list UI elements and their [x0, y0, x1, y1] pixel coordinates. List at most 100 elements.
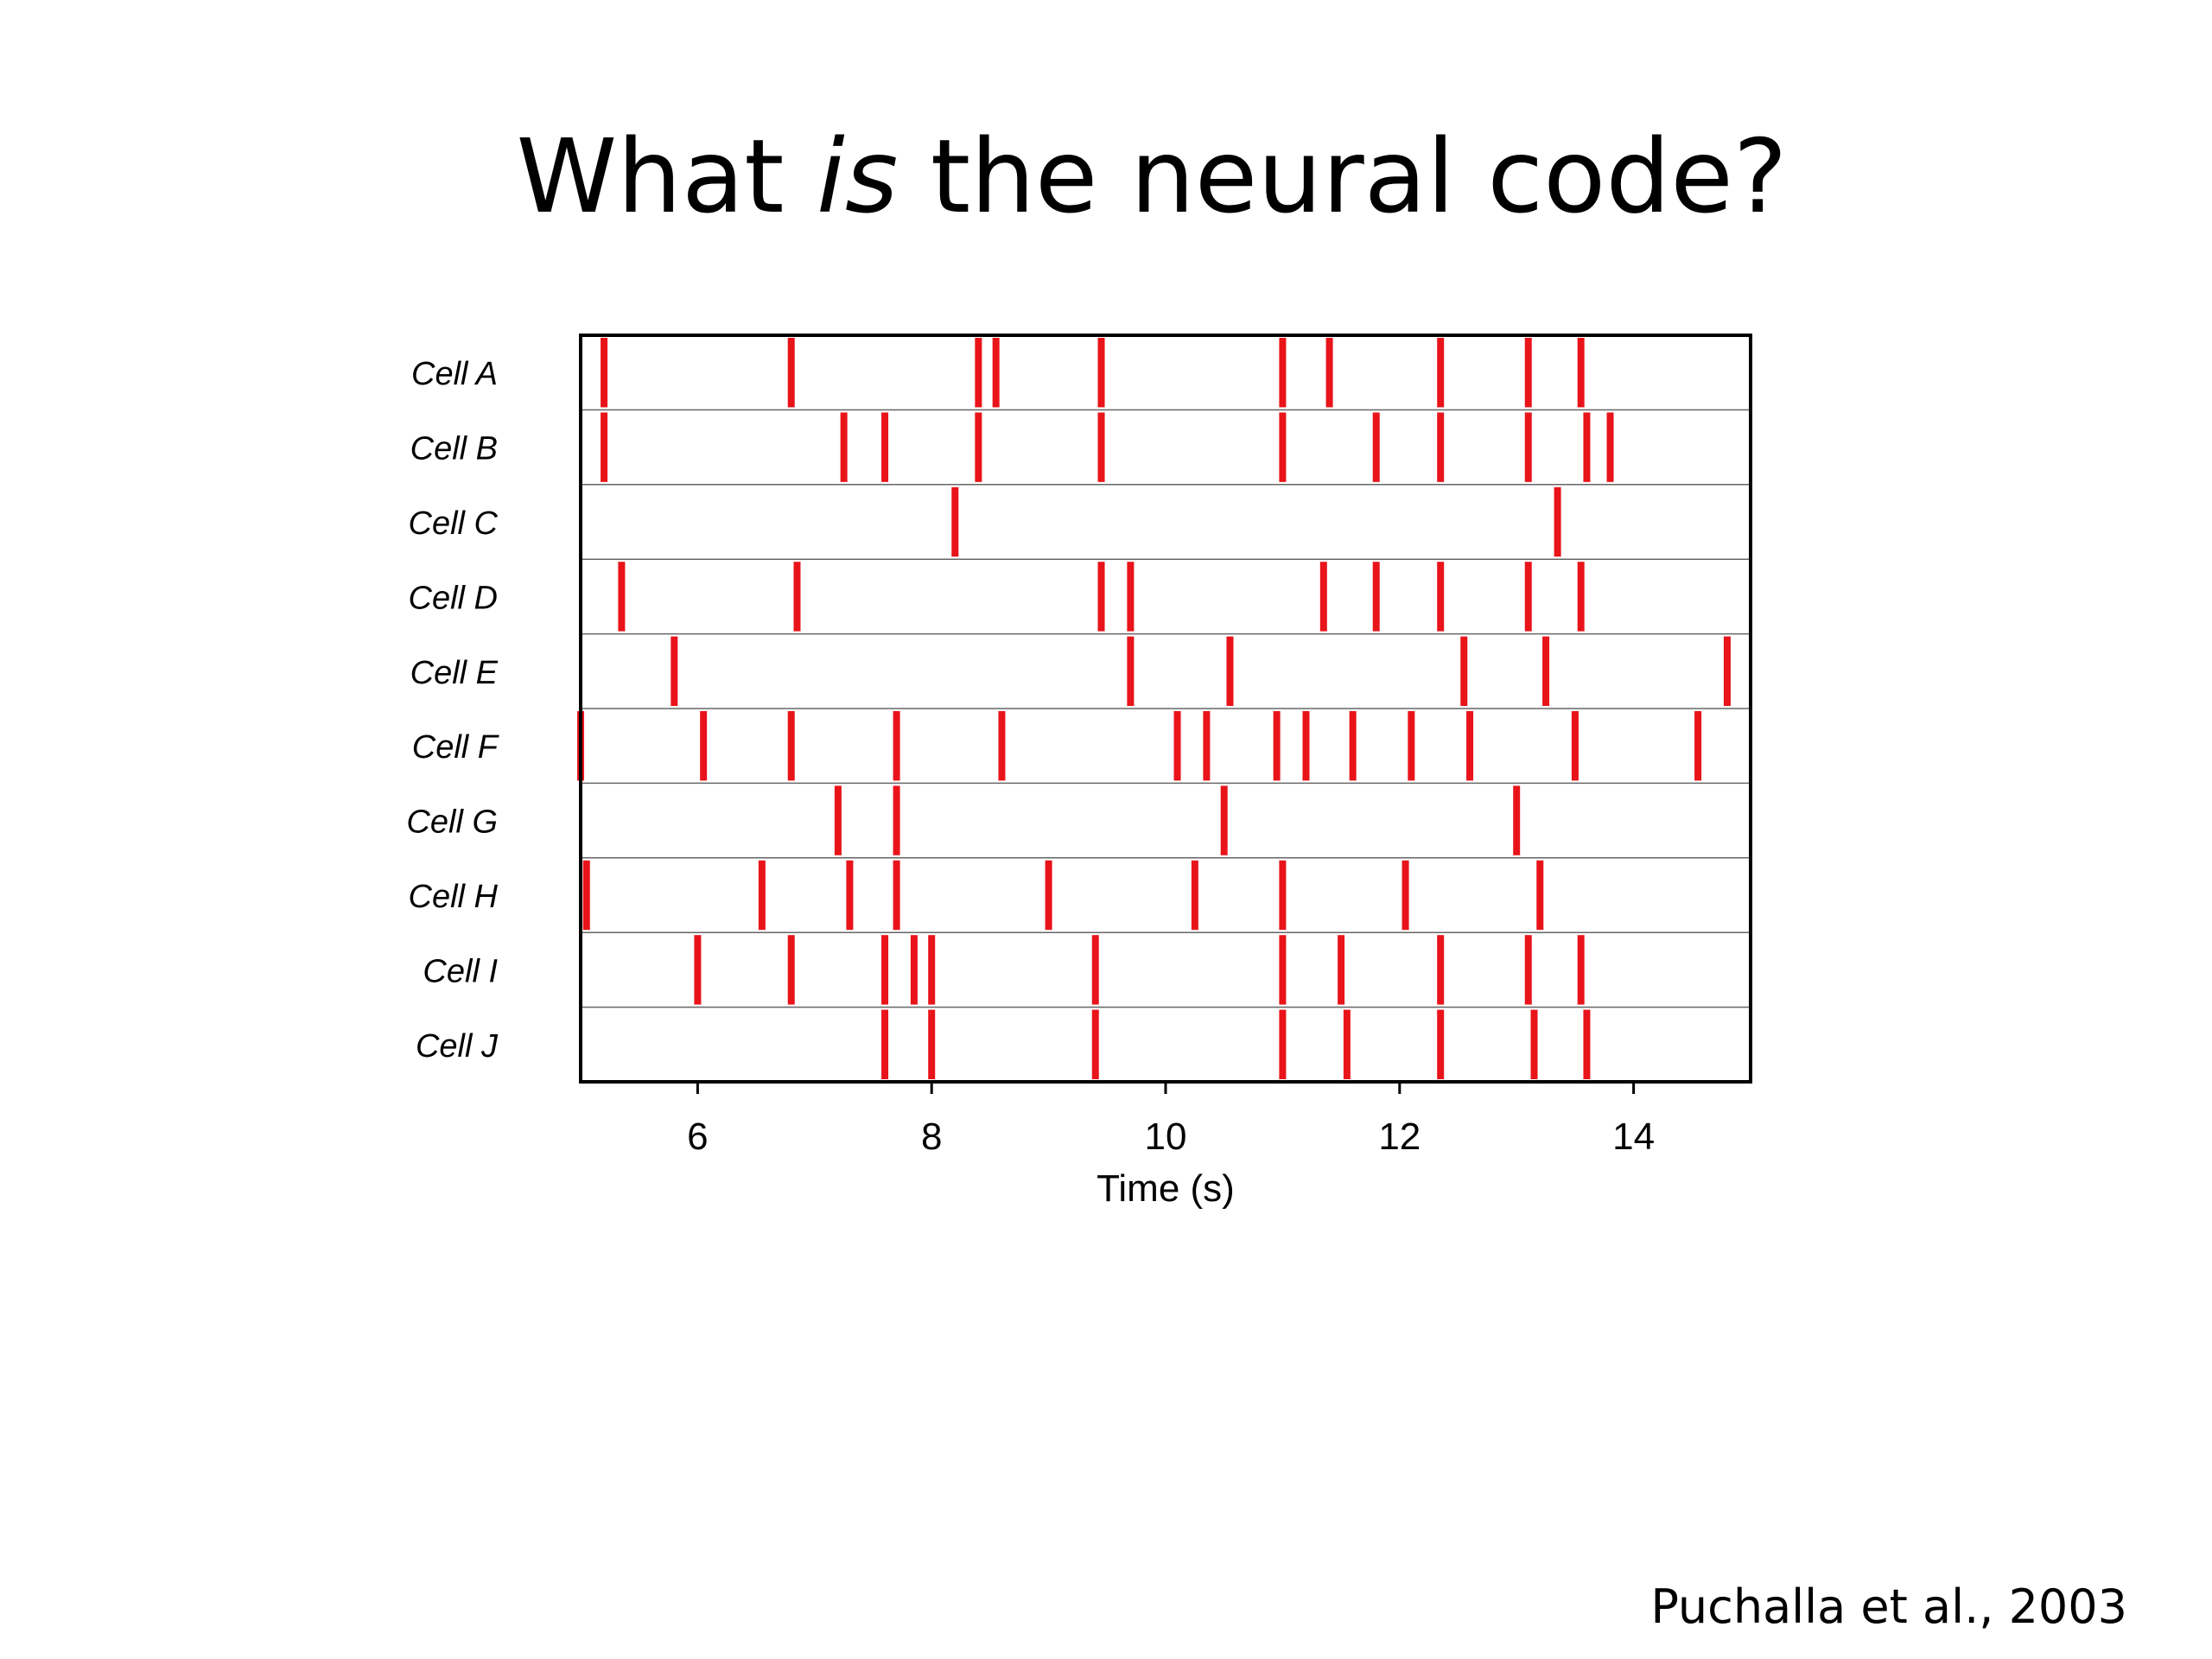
row-label: Cell J	[416, 1028, 499, 1065]
spike-burst	[1091, 1009, 1099, 1079]
spike-burst	[1606, 412, 1614, 482]
row-label: Cell B	[410, 431, 498, 467]
spike-burst	[1536, 860, 1544, 931]
spike-burst	[671, 636, 678, 706]
spike-burst	[1279, 412, 1287, 482]
slide-title: What is the neural code?	[517, 117, 1788, 236]
row-label: Cell G	[406, 804, 498, 841]
row-label: Cell C	[409, 505, 499, 542]
spike-burst	[1460, 636, 1468, 706]
spike-burst	[846, 860, 854, 931]
spike-burst	[834, 785, 842, 855]
spike-burst	[1191, 860, 1198, 931]
spike-burst	[618, 562, 626, 632]
spike-burst	[1694, 711, 1702, 781]
spike-burst	[1226, 636, 1234, 706]
spike-burst	[1279, 935, 1287, 1005]
spike-burst	[1372, 562, 1380, 632]
spike-burst	[1220, 785, 1228, 855]
spike-burst	[1571, 711, 1579, 781]
spike-burst	[840, 412, 848, 482]
row-label: Cell D	[409, 580, 498, 616]
title-part: the neural code?	[898, 117, 1787, 236]
spike-burst	[1583, 412, 1591, 482]
title-part: What	[517, 117, 817, 236]
spike-burst	[1577, 935, 1585, 1005]
spike-burst	[1097, 338, 1105, 408]
spike-burst	[998, 711, 1006, 781]
spike-burst	[787, 338, 795, 408]
spike-burst	[1577, 562, 1585, 632]
spike-burst	[1319, 562, 1327, 632]
spike-burst	[992, 338, 1000, 408]
spike-burst	[881, 1009, 889, 1079]
spike-burst	[1279, 338, 1287, 408]
spike-burst	[787, 711, 795, 781]
spike-burst	[582, 860, 590, 931]
x-tick-label: 10	[1145, 1116, 1187, 1158]
x-axis-label: Time (s)	[1096, 1167, 1235, 1210]
spike-burst	[1437, 562, 1445, 632]
spike-burst	[1349, 711, 1357, 781]
spike-burst	[601, 338, 608, 408]
spike-burst	[1343, 1009, 1351, 1079]
spike-burst	[793, 562, 801, 632]
spike-burst	[1097, 562, 1105, 632]
spike-burst	[975, 338, 982, 408]
spike-burst	[1437, 338, 1445, 408]
spike-burst	[1097, 412, 1105, 482]
spike-burst	[1542, 636, 1550, 706]
spike-burst	[1302, 711, 1310, 781]
spike-burst	[1466, 711, 1474, 781]
spike-burst	[1173, 711, 1181, 781]
spike-burst	[1437, 935, 1445, 1005]
x-tick-label: 14	[1612, 1116, 1655, 1158]
spike-burst	[758, 860, 766, 931]
spike-burst	[1524, 412, 1532, 482]
spike-burst	[928, 935, 936, 1005]
spike-burst	[700, 711, 708, 781]
row-label: Cell H	[409, 879, 499, 915]
spike-burst	[1279, 1009, 1287, 1079]
spike-burst	[1045, 860, 1052, 931]
spike-burst	[1338, 935, 1345, 1005]
spike-burst	[1513, 785, 1521, 855]
spike-burst	[1554, 486, 1561, 557]
spike-burst	[1279, 860, 1287, 931]
spike-burst	[787, 935, 795, 1005]
spike-burst	[881, 935, 889, 1005]
spike-burst	[1127, 562, 1135, 632]
spike-burst	[975, 412, 982, 482]
spike-burst	[1437, 1009, 1445, 1079]
spike-burst	[893, 860, 900, 931]
spike-burst	[951, 486, 959, 557]
spike-burst	[694, 935, 702, 1005]
spike-burst	[1127, 636, 1135, 706]
spike-burst	[910, 935, 918, 1005]
spike-burst	[893, 785, 900, 855]
spike-burst	[881, 412, 889, 482]
row-label: Cell I	[423, 953, 498, 989]
row-label: Cell A	[411, 356, 498, 392]
spike-burst	[1091, 935, 1099, 1005]
spike-burst	[1577, 338, 1585, 408]
spike-burst	[893, 711, 900, 781]
spike-burst	[1723, 636, 1731, 706]
spike-burst	[1524, 935, 1532, 1005]
spike-burst	[1583, 1009, 1591, 1079]
spike-burst	[1402, 860, 1409, 931]
title-part: is	[817, 117, 898, 236]
row-label: Cell E	[410, 655, 499, 691]
spike-burst	[1530, 1009, 1538, 1079]
x-tick-label: 12	[1378, 1116, 1421, 1158]
x-tick-label: 8	[921, 1116, 942, 1158]
spike-burst	[1524, 562, 1532, 632]
spike-burst	[1437, 412, 1445, 482]
x-tick-label: 6	[687, 1116, 708, 1158]
spike-burst	[1372, 412, 1380, 482]
spike-burst	[1325, 338, 1333, 408]
spike-burst	[1408, 711, 1415, 781]
spike-burst	[1273, 711, 1281, 781]
